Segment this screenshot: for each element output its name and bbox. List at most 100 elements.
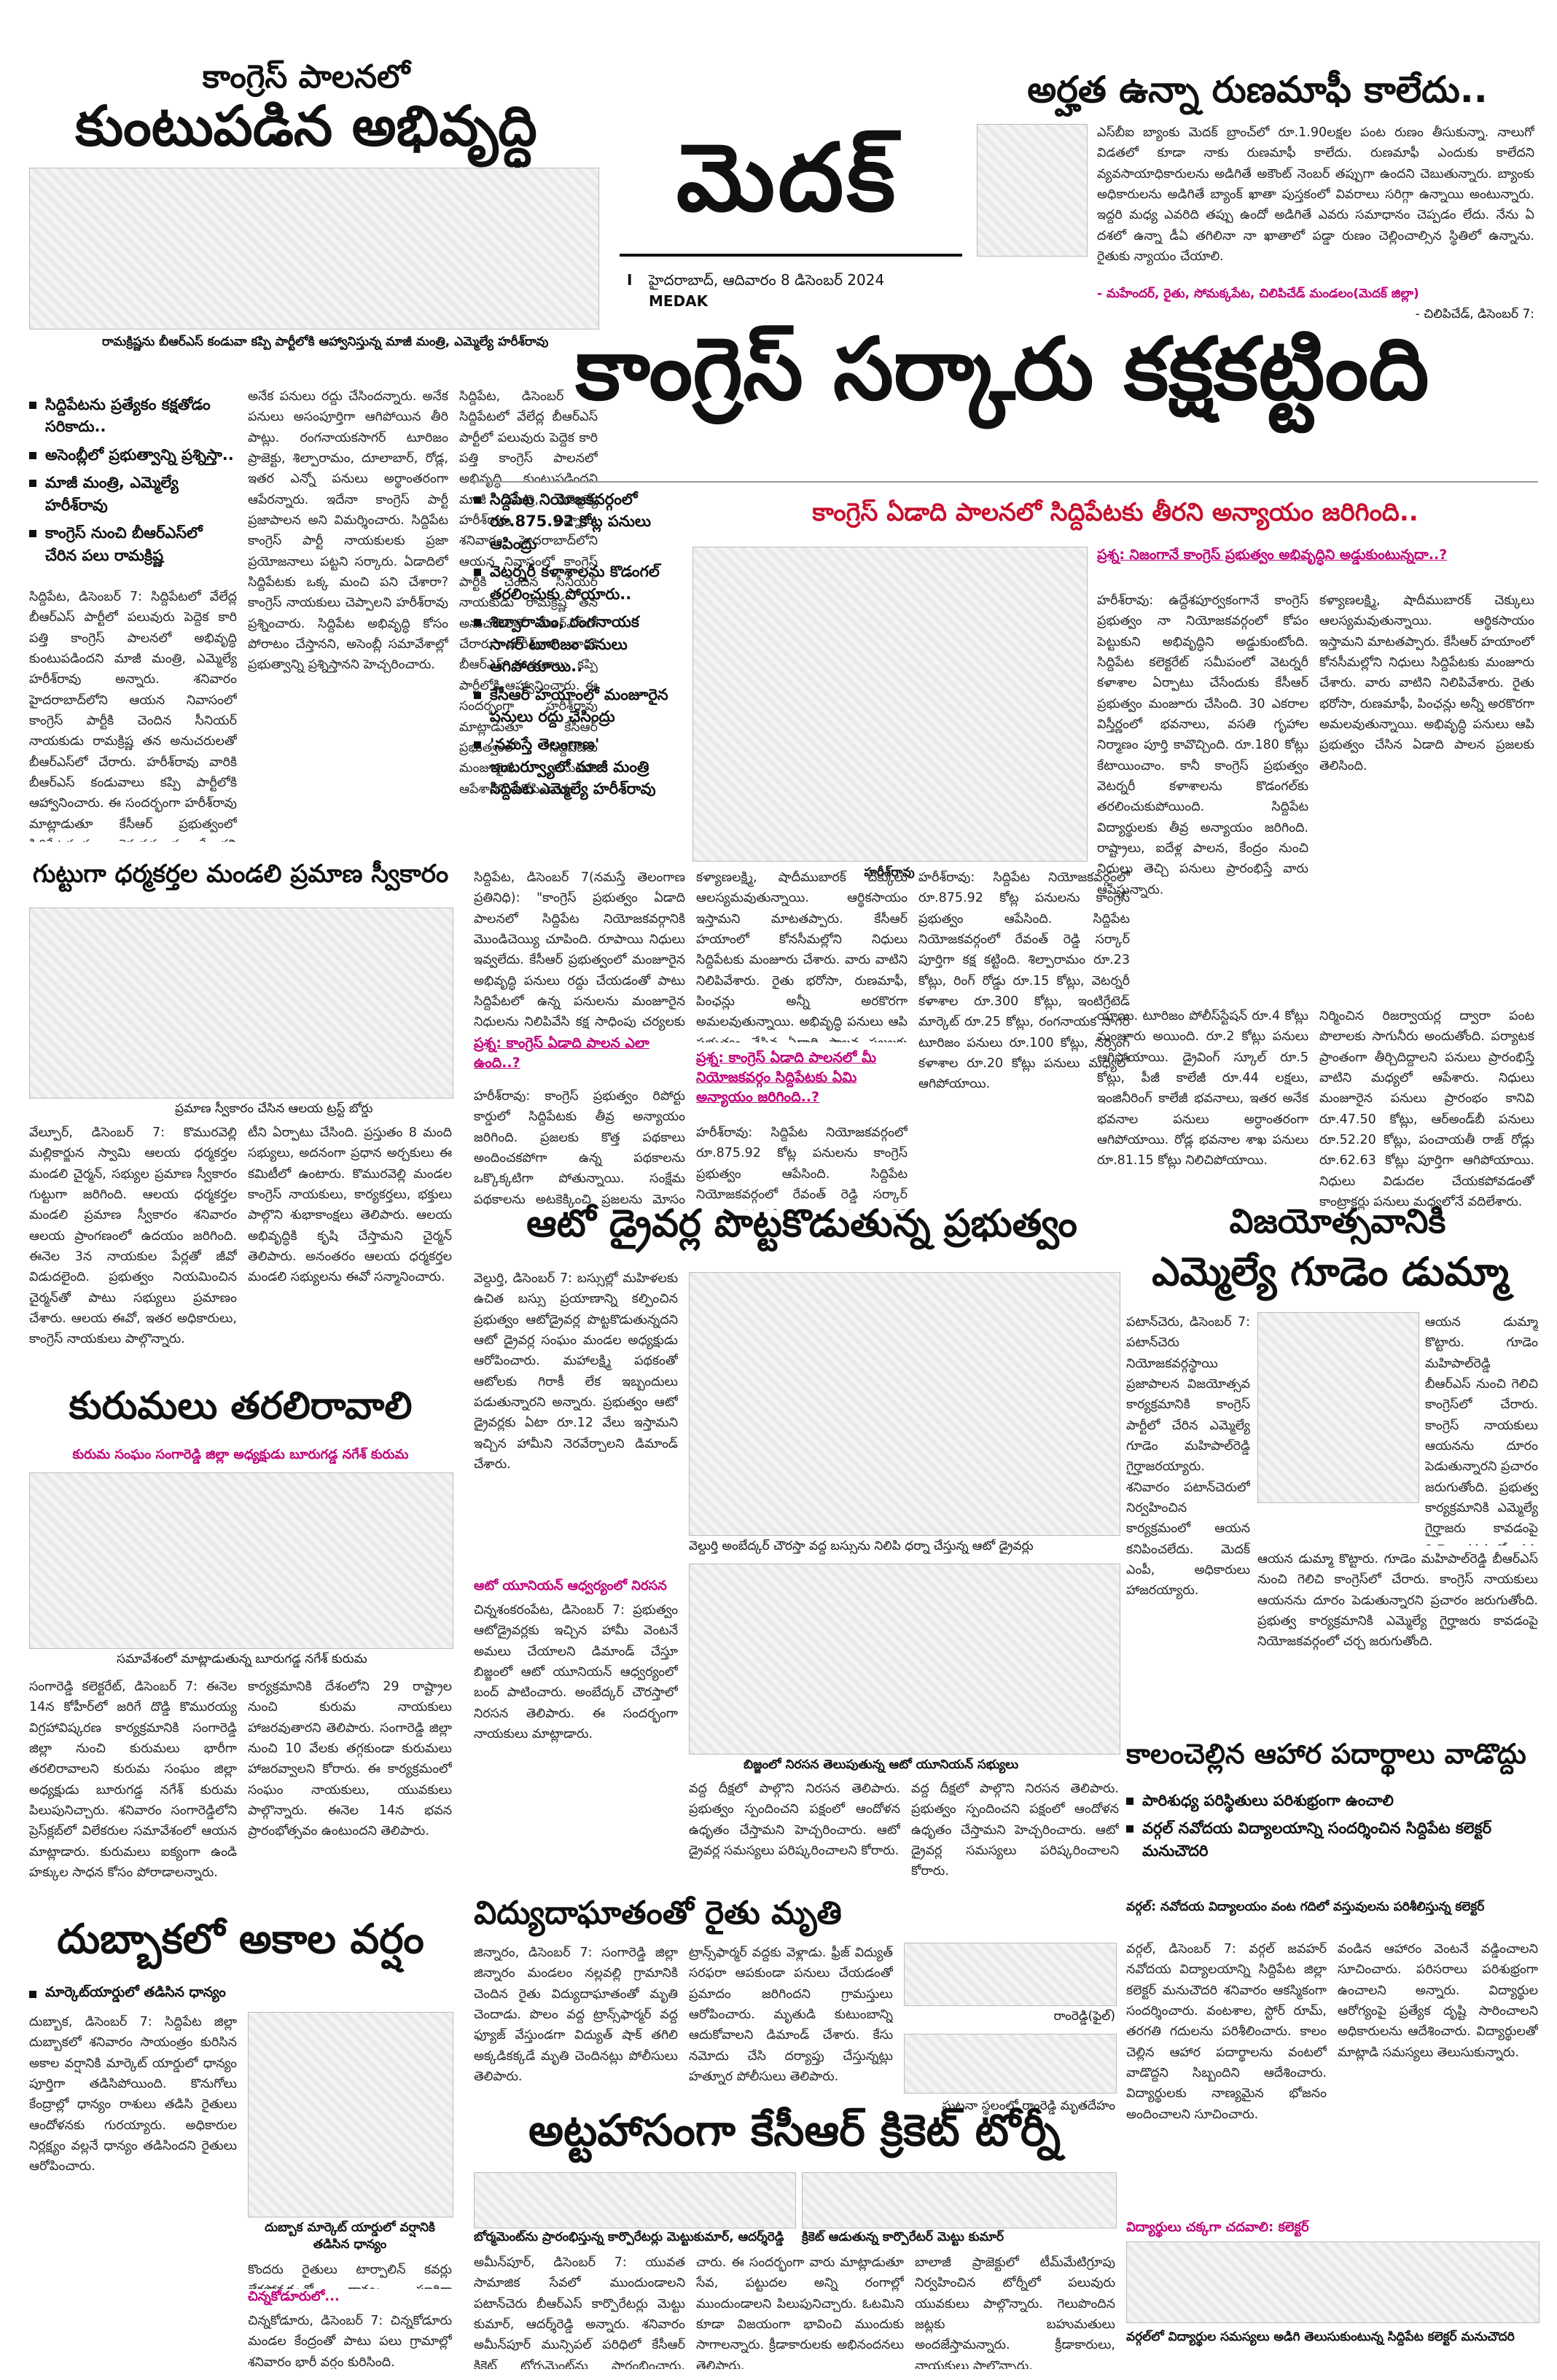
paragraph: అనేక పనులు రద్దు చేసింద‌న్నారు. అనేక పను…: [248, 389, 448, 673]
auto-photo-caption: వెల్దుర్తి అంబేద్కర్ చౌరస్తా వద్ద బస్సున…: [689, 1539, 1034, 1553]
aharam-photo: [1126, 2242, 1540, 2323]
paragraph: అమీన్‌పూర్, డిసెంబర్ 7: యువత సామాజిక సేవ…: [474, 2255, 685, 2369]
vijay-photo: [1257, 1312, 1419, 1503]
lead-body-4a: హరీశ్‌రావు: సిద్దిపేట నియోజకవర్గంలో రూ.8…: [696, 1123, 908, 1210]
paragraph: హరీశ్‌రావు: కాంగ్రెస్ ప్రభుత్వం రిపోర్టు…: [474, 1089, 685, 1207]
cricket-photo-1: [474, 2172, 796, 2228]
paragraph: సిద్దిపేట, డిసెంబర్ 7: సిద్దిపేటలో వేలేద…: [459, 389, 598, 797]
question: ప్రశ్న: కాంగ్రెస్ ఏడాది పాలన ఎలా ఉంది..?: [474, 1035, 649, 1071]
auto-body-3a: వద్ద దీక్షలో పాల్గొని నిరసన తెలిపారు. ప్…: [689, 1779, 900, 1884]
lead-body-5b: కళ్యాణలక్ష్మి, షాదీముబారక్ చెక్కులు ఆలస్…: [1319, 590, 1534, 999]
cricket-photo-caption-2: క్రికెట్ ఆడుతున్న కార్పొరేటర్ మెట్టు కుమ…: [802, 2230, 1004, 2244]
bullet-item: మార్కెట్‌యార్డులో తడిసిన ధాన్యం: [29, 1983, 452, 2003]
paragraph: సిద్దిపేట, డిసెంబర్ 7: సిద్దిపేటలో వేలేద…: [29, 590, 237, 842]
lead-body-4b: హరీశ్‌రావు: సిద్దిపేట నియోజకవర్గంలో రూ.8…: [918, 867, 1130, 1210]
paragraph: వండిన ఆహారం వెంటనే వడ్డించాలని సూచించారు…: [1338, 1942, 1538, 2060]
bullet-item: పారిశుధ్య పరిస్థితులు పరిశుభ్రంగా ఉంచాలి: [1126, 1790, 1538, 1811]
runamafi-photo: [977, 124, 1088, 257]
bullet-item: వెటర్నరీ కళాశాలను కొడంగల్ తరలించుకు పోయా…: [474, 561, 678, 605]
aharam-body-2: వండిన ఆహారం వెంటనే వడ్డించాలని సూచించారు…: [1338, 1939, 1538, 2216]
paragraph: వేల్పూర్, డిసెంబర్ 7: కొమురవెల్లి మల్లిక…: [29, 1125, 237, 1347]
question: ప్రశ్న: కాంగ్రెస్ ఏడాది పాలనలో మీ నియోజక…: [696, 1050, 877, 1105]
paragraph: కళ్యాణలక్ష్మి, షాదీముబారక్ చెక్కులు ఆలస్…: [1319, 593, 1534, 773]
bullet-item: 'నమస్తే తెలంగాణ' ఇంటర్వ్యూలో మాజీ మంత్రి…: [474, 733, 678, 800]
story-top-left-headline: కుంటుపడిన అభివృద్ధి: [75, 93, 537, 158]
lead-subheadline: కాంగ్రెస్ ఏడాది పాలనలో సిద్దిపేటకు తీరని…: [812, 498, 1419, 527]
lead-q1: ప్రశ్న: కాంగ్రెస్ ఏడాది పాలన ఎలా ఉంది..?: [474, 1035, 685, 1074]
farmer-photo-caption: రాంరెడ్డి(ఫైల్): [1053, 2009, 1115, 2024]
paragraph: ఆయన డుమ్మా కొట్టారు. గూడెం మహిపాల్‌రెడ్డ…: [1257, 1552, 1538, 1650]
aharam-headline: కాలంచెల్లిన ఆహార పదార్థాలు వాడొద్దు: [1126, 1738, 1526, 1770]
aharam-body-1: వర్గల్, డిసెంబర్ 7: వర్గల్ జవహర్ నవోదయ వ…: [1126, 1939, 1327, 2216]
farmer-photo-2: [904, 2034, 1117, 2094]
aharam-photo-caption: వర్గల్‌లో విద్యార్థుల సమస్యలు అడిగి తెలు…: [1126, 2330, 1515, 2344]
dubbaka-bullets: మార్కెట్‌యార్డులో తడిసిన ధాన్యం: [29, 1983, 452, 2009]
lead-bullets: సిద్దిపేట నియోజకవర్గంలో రూ.875.92 కోట్ల …: [474, 488, 678, 806]
gutta-body-1: వేల్పూర్, డిసెంబర్ 7: కొమురవెల్లి మల్లిక…: [29, 1123, 237, 1436]
masthead-dateline-row: I హైదరాబాద్, ఆదివారం 8 డిసెంబర్ 2024 MED…: [627, 271, 948, 310]
gutta-photo-caption: ప్రమాణ స్వీకారం చేసిన ఆలయ ట్రస్ట్ బోర్డు: [175, 1101, 373, 1116]
farmer-body-1: జిన్నారం, డిసెంబర్ 7: సంగారెడ్డి జిల్లా …: [474, 1943, 678, 2176]
bullet-item: సిద్దిపేటను ప్రత్యేకం కక్షతోడం సరికాదు..: [29, 394, 237, 438]
farmer-photo-1: [904, 1943, 1117, 2006]
bullet-item: వర్గల్ నవోదయ విద్యాలయాన్ని సందర్శించిన స…: [1126, 1817, 1538, 1862]
auto-photo-2: [689, 1564, 1120, 1755]
vijay-body-2b: ఆయన డుమ్మా కొట్టారు. గూడెం మహిపాల్‌రెడ్డ…: [1257, 1549, 1538, 1739]
cricket-headline: అట్టహాసంగా కేసీఆర్ క్రికెట్ టోర్నీ: [528, 2105, 1061, 2156]
paragraph: దుబ్బాక, డిసెంబర్ 7: సిద్దిపేట జిల్లా దు…: [29, 2015, 237, 2174]
dubbaka-headline: దుబ్బాకలో అకాల వర్షం: [57, 1916, 424, 1963]
question: ప్రశ్న: నిజంగానే కాంగ్రెస్ ప్రభుత్వం అభి…: [1097, 547, 1448, 563]
bullet-item: మాజీ మంత్రి, ఎమ్మెల్యే హరీశ్‌రావు: [29, 472, 237, 516]
paragraph: ట్రాన్స్‌ఫార్మర్ వద్దకు వెళ్లాడు. ఫ్రీజ్…: [689, 1946, 893, 2085]
paragraph: చిన్నకోడూరు, డిసెంబర్ 7: చిన్నకోడూరు మండ…: [248, 2314, 452, 2369]
lead-body-2: హరీశ్‌రావు: కాంగ్రెస్ ప్రభుత్వం రిపోర్టు…: [474, 1086, 685, 1210]
paragraph: హరీశ్‌రావు: సిద్దిపేట నియోజకవర్గంలో రూ.8…: [918, 870, 1130, 1092]
runamafi-dateline: - చిలిపిచేడ్, డిసెంబర్ 7:: [1415, 307, 1534, 321]
story-top-left-body-3: సిద్దిపేట, డిసెంబర్ 7: సిద్దిపేటలో వేలేద…: [459, 386, 598, 838]
paragraph: పటాన్‌చెరు, డిసెంబర్ 7: పటాన్‌చెరు నియోజ…: [1126, 1315, 1250, 1599]
kuruma-photo-caption: సమావేశంలో మాట్లాడుతున్న బూరుగడ్డ నగేశ్ క…: [117, 1652, 367, 1666]
lead-rule: [474, 481, 1538, 483]
paragraph: బాలాజీ ప్రాజెక్టులో టీమ్‌మేటిగ్రూపు నిర్…: [915, 2255, 1115, 2369]
runamafi-body: ఎస్‌బీఐ బ్యాంకు మెదక్ బ్రాంచ్‌లో రూ.1.90…: [1097, 122, 1534, 283]
farmer-headline: విద్యుదాఘాతంతో రైతు మృతి: [474, 1895, 842, 1932]
bullet-item: అసెంబ్లీలో ప్రభుత్వాన్ని ప్రశ్నిస్తా..: [29, 444, 237, 466]
paragraph: కళ్యాణలక్ష్మి, షాదీముబారక్ చెక్కులు ఆలస్…: [696, 870, 908, 1042]
paragraph: వెల్దుర్తి, డిసెంబర్ 7: బస్సుల్లో మహిళలక…: [474, 1271, 678, 1472]
cricket-photo-2: [802, 2172, 1117, 2228]
bullet-item: సిద్దిపేట నియోజకవర్గంలో రూ.875.92 కోట్ల …: [474, 488, 678, 555]
dubbaka-photo: [248, 2012, 453, 2217]
kuruma-body-1: సంగారెడ్డి కలెక్టరేట్, డిసెంబర్ 7: ఈనెల …: [29, 1677, 237, 1910]
vijay-body-1: పటాన్‌చెరు, డిసెంబర్ 7: పటాన్‌చెరు నియోజ…: [1126, 1312, 1250, 1735]
paragraph: కొందరు రైతులు టార్పాలిన్ కవర్లు లేకపోవడం…: [248, 2263, 452, 2289]
page-number: I: [627, 271, 633, 289]
lead-headline: కాంగ్రెస్ సర్కారు కక్షకట్టింది: [575, 319, 1429, 419]
lead-body-3: కళ్యాణలక్ష్మి, షాదీముబారక్ చెక్కులు ఆలస్…: [696, 867, 908, 1042]
cricket-body-1: అమీన్‌పూర్, డిసెంబర్ 7: యువత సామాజిక సేవ…: [474, 2252, 685, 2369]
paragraph: వద్ద దీక్షలో పాల్గొని నిరసన తెలిపారు. ప్…: [689, 1782, 900, 1859]
vijay-headline-2: ఎమ్మెల్యే గూడెం డుమ్మా: [1152, 1249, 1509, 1295]
lead-body-5a: హరీశ్‌రావు: ఉద్దేశపూర్వకంగానే కాంగ్రెస్ …: [1097, 590, 1308, 999]
paragraph: కార్యక్రమానికి దేశంలోని 29 రాష్ట్రాల నుం…: [248, 1679, 452, 1839]
gutta-photo: [29, 908, 453, 1099]
kuruma-subheadline: కురుమ సంఘం సంగారెడ్డి జిల్లా అధ్యక్షుడు …: [72, 1447, 409, 1462]
bullet-item: శిల్పారామం, రంగనాయక సాగర్ టూరిజం పనులు ఆ…: [474, 611, 678, 677]
auto-sub: ఆటో యూనియన్ ఆధ్వర్యంలో నిరసన: [474, 1578, 667, 1593]
lead-photo-caption: హరీశ్‌రావు: [864, 865, 915, 880]
paragraph: వద్ద దీక్షలో పాల్గొని నిరసన తెలిపారు. ప్…: [911, 1782, 1119, 1879]
paragraph: యాయి. టూరిజం పోలీస్‌స్టేషన్ రూ.4 కోట్లు …: [1097, 1009, 1308, 1168]
paragraph: హరీశ్‌రావు: ఉద్దేశపూర్వకంగానే కాంగ్రెస్ …: [1097, 593, 1308, 897]
kuruma-body-2: కార్యక్రమానికి దేశంలోని 29 రాష్ట్రాల నుం…: [248, 1677, 452, 1910]
lead-photo: [692, 547, 1088, 862]
dubbaka-body-2: కొందరు రైతులు టార్పాలిన్ కవర్లు లేకపోవడం…: [248, 2260, 452, 2289]
farmer-body-2: ట్రాన్స్‌ఫార్మర్ వద్దకు వెళ్లాడు. ఫ్రీజ్…: [689, 1943, 893, 2176]
paragraph: జిన్నారం, డిసెంబర్ 7: సంగారెడ్డి జిల్లా …: [474, 1946, 678, 2085]
auto-body-3b: వద్ద దీక్షలో పాల్గొని నిరసన తెలిపారు. ప్…: [911, 1779, 1119, 1884]
paragraph: హరీశ్‌రావు: సిద్దిపేట నియోజకవర్గంలో రూ.8…: [696, 1125, 908, 1210]
bullet-item: కేసీఆర్ హయాంలో మంజూరైన పనులు రద్దు చేసిం…: [474, 684, 678, 728]
aharam-caption-top: వర్గల్: నవోదయ విద్యాలయం వంట గదిలో వస్తువ…: [1126, 1900, 1485, 1914]
runamafi-headline: అర్హత ఉన్నా రుణమాఫీ కాలేదు..: [1027, 69, 1488, 111]
dubbaka-photo-caption: దుబ్బాక మార్కెట్ యార్డులో వర్షానికి తడిస…: [265, 2220, 435, 2252]
story-top-left-body-1: అనేక పనులు రద్దు చేసింద‌న్నారు. అనేక పను…: [248, 386, 448, 729]
dubbaka-sub: చిన్నకోడూరులో...: [248, 2289, 340, 2304]
